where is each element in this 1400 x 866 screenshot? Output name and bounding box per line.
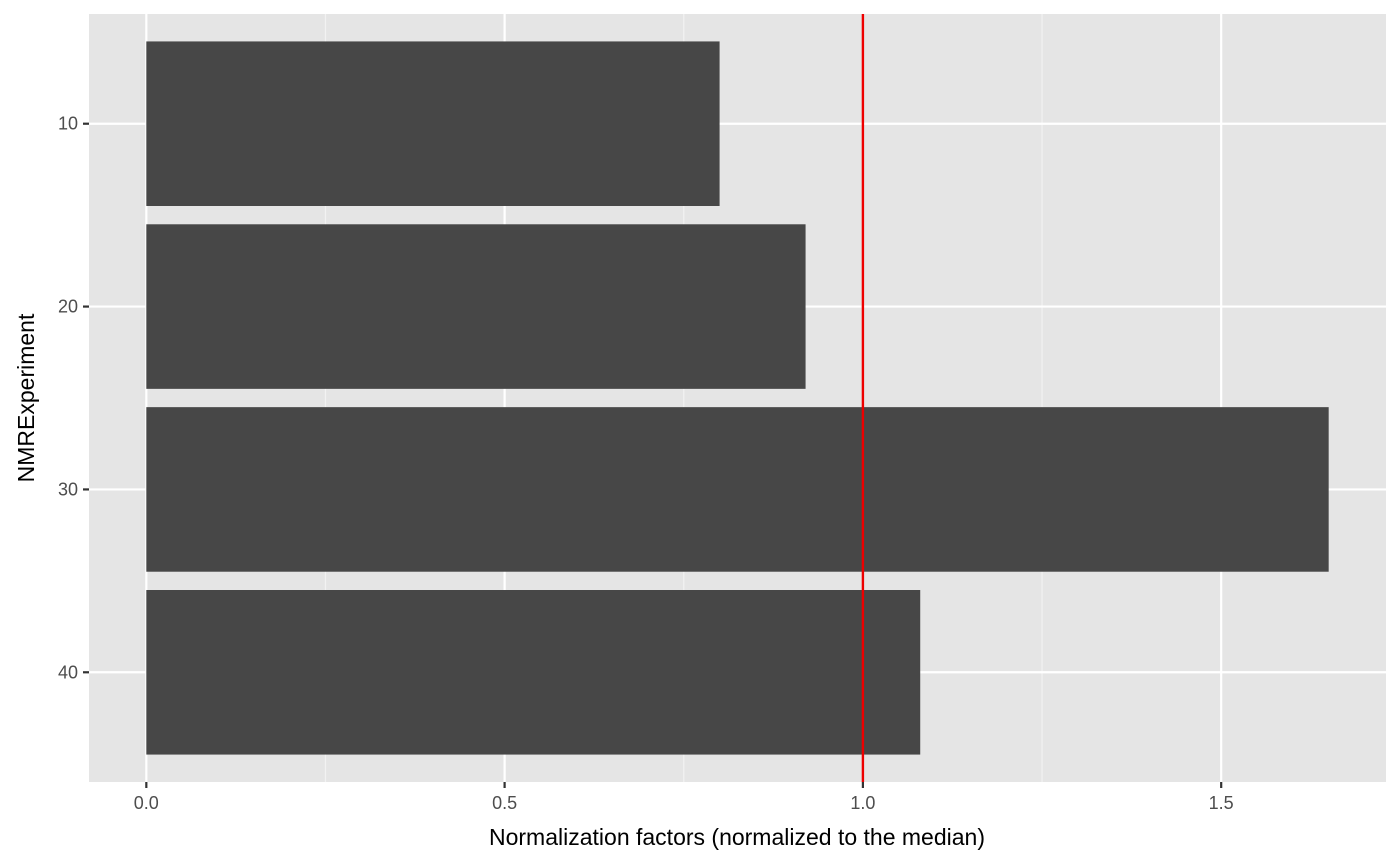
bar-20 <box>146 224 806 389</box>
y-tick-label: 30 <box>58 479 78 499</box>
y-axis: 10 20 30 40 <box>58 114 89 682</box>
x-tick-label: 1.5 <box>1209 793 1234 813</box>
x-axis: 0.0 0.5 1.0 1.5 <box>134 782 1234 813</box>
x-tick-label: 0.5 <box>492 793 517 813</box>
y-axis-title: NMRExperiment <box>13 313 39 482</box>
x-axis-title: Normalization factors (normalized to the… <box>489 824 985 850</box>
y-tick-label: 10 <box>58 114 78 134</box>
y-tick-label: 40 <box>58 662 78 682</box>
x-tick-label: 0.0 <box>134 793 159 813</box>
bar-40 <box>146 590 921 755</box>
y-tick-label: 20 <box>58 297 78 317</box>
x-tick-label: 1.0 <box>850 793 875 813</box>
bars <box>146 41 1329 755</box>
bar-30 <box>146 407 1329 572</box>
bar-10 <box>146 41 720 206</box>
